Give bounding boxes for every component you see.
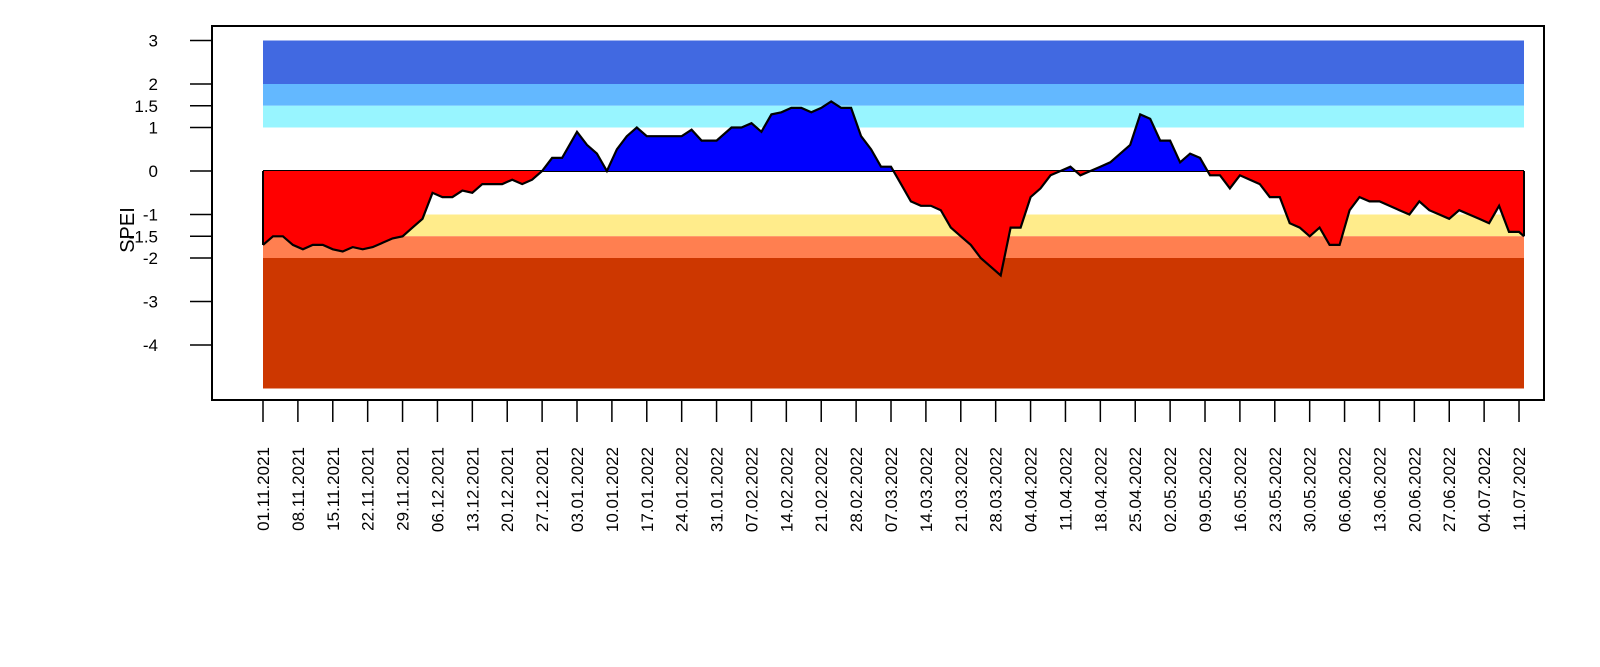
x-tick-label: 04.04.2022 xyxy=(1022,447,1041,532)
y-tick-label: -1.5 xyxy=(129,227,158,246)
band-2 xyxy=(263,105,1524,128)
x-tick-label: 04.07.2022 xyxy=(1475,447,1494,532)
band-0 xyxy=(263,40,1524,84)
x-tick-label: 20.12.2021 xyxy=(498,447,517,532)
y-tick-label: 2 xyxy=(149,75,158,94)
x-tick-label: 30.05.2022 xyxy=(1301,447,1320,532)
spei-areas xyxy=(263,101,1524,276)
x-tick-label: 28.03.2022 xyxy=(987,447,1006,532)
x-tick-label: 22.11.2021 xyxy=(359,447,378,531)
x-tick-label: 27.12.2021 xyxy=(533,447,552,532)
x-tick-label: 25.04.2022 xyxy=(1126,447,1145,532)
y-tick-label: -1 xyxy=(143,206,158,225)
band-4 xyxy=(263,236,1524,258)
x-tick-label: 18.04.2022 xyxy=(1091,447,1110,532)
x-tick-label: 20.06.2022 xyxy=(1405,447,1424,532)
x-axis: 01.11.2021 08.11.2021 15.11.2021 22.11.2021… xyxy=(254,399,1529,532)
x-tick-label: 11.07.2022 xyxy=(1510,447,1529,531)
y-tick-label: 1.5 xyxy=(134,97,158,116)
x-tick-label: 03.01.2022 xyxy=(568,447,587,532)
y-tick-label: -2 xyxy=(143,249,158,268)
x-tick-label: 15.11.2021 xyxy=(324,447,343,531)
x-tick-label: 28.02.2022 xyxy=(847,447,866,532)
x-tick-label: 21.02.2022 xyxy=(812,447,831,532)
y-tick-label: -3 xyxy=(143,293,158,312)
y-axis-title: SPEI xyxy=(117,207,139,253)
x-tick-label: 07.02.2022 xyxy=(743,447,762,532)
x-tick-label: 07.03.2022 xyxy=(882,447,901,532)
x-tick-label: 21.03.2022 xyxy=(952,447,971,532)
y-tick-label: 3 xyxy=(149,32,158,51)
x-tick-label: 14.02.2022 xyxy=(777,447,796,532)
y-tick-label: -4 xyxy=(143,336,158,355)
x-tick-label: 14.03.2022 xyxy=(917,447,936,532)
band-1 xyxy=(263,84,1524,106)
band-5 xyxy=(263,258,1524,389)
band-3 xyxy=(263,214,1524,237)
x-tick-label: 24.01.2022 xyxy=(673,447,692,532)
spei-series-line xyxy=(262,100,1525,278)
x-tick-label: 09.05.2022 xyxy=(1196,447,1215,532)
y-axis: 3 2 1.5 1 0 -1 -1.5 -2 -3 -4 xyxy=(129,32,212,355)
x-tick-label: 01.11.2021 xyxy=(254,447,273,531)
x-tick-label: 29.11.2021 xyxy=(394,447,413,531)
x-tick-label: 08.11.2021 xyxy=(289,447,308,531)
positive-area xyxy=(263,101,1524,171)
spei-line xyxy=(262,100,1525,278)
x-tick-label: 16.05.2022 xyxy=(1231,447,1250,532)
x-tick-label: 17.01.2022 xyxy=(638,447,657,532)
x-tick-label: 06.06.2022 xyxy=(1336,447,1355,532)
negative-area xyxy=(263,171,1524,276)
x-tick-label: 13.06.2022 xyxy=(1371,447,1390,532)
x-tick-label: 31.01.2022 xyxy=(708,447,727,532)
x-tick-label: 10.01.2022 xyxy=(603,447,622,532)
x-tick-label: 11.04.2022 xyxy=(1057,447,1076,531)
x-tick-label: 02.05.2022 xyxy=(1161,447,1180,532)
y-tick-label: 0 xyxy=(149,162,158,181)
x-tick-label: 13.12.2021 xyxy=(463,447,482,532)
y-tick-label: 1 xyxy=(149,119,158,138)
x-tick-label: 27.06.2022 xyxy=(1440,447,1459,532)
x-tick-label: 23.05.2022 xyxy=(1266,447,1285,532)
x-tick-label: 06.12.2021 xyxy=(428,447,447,532)
